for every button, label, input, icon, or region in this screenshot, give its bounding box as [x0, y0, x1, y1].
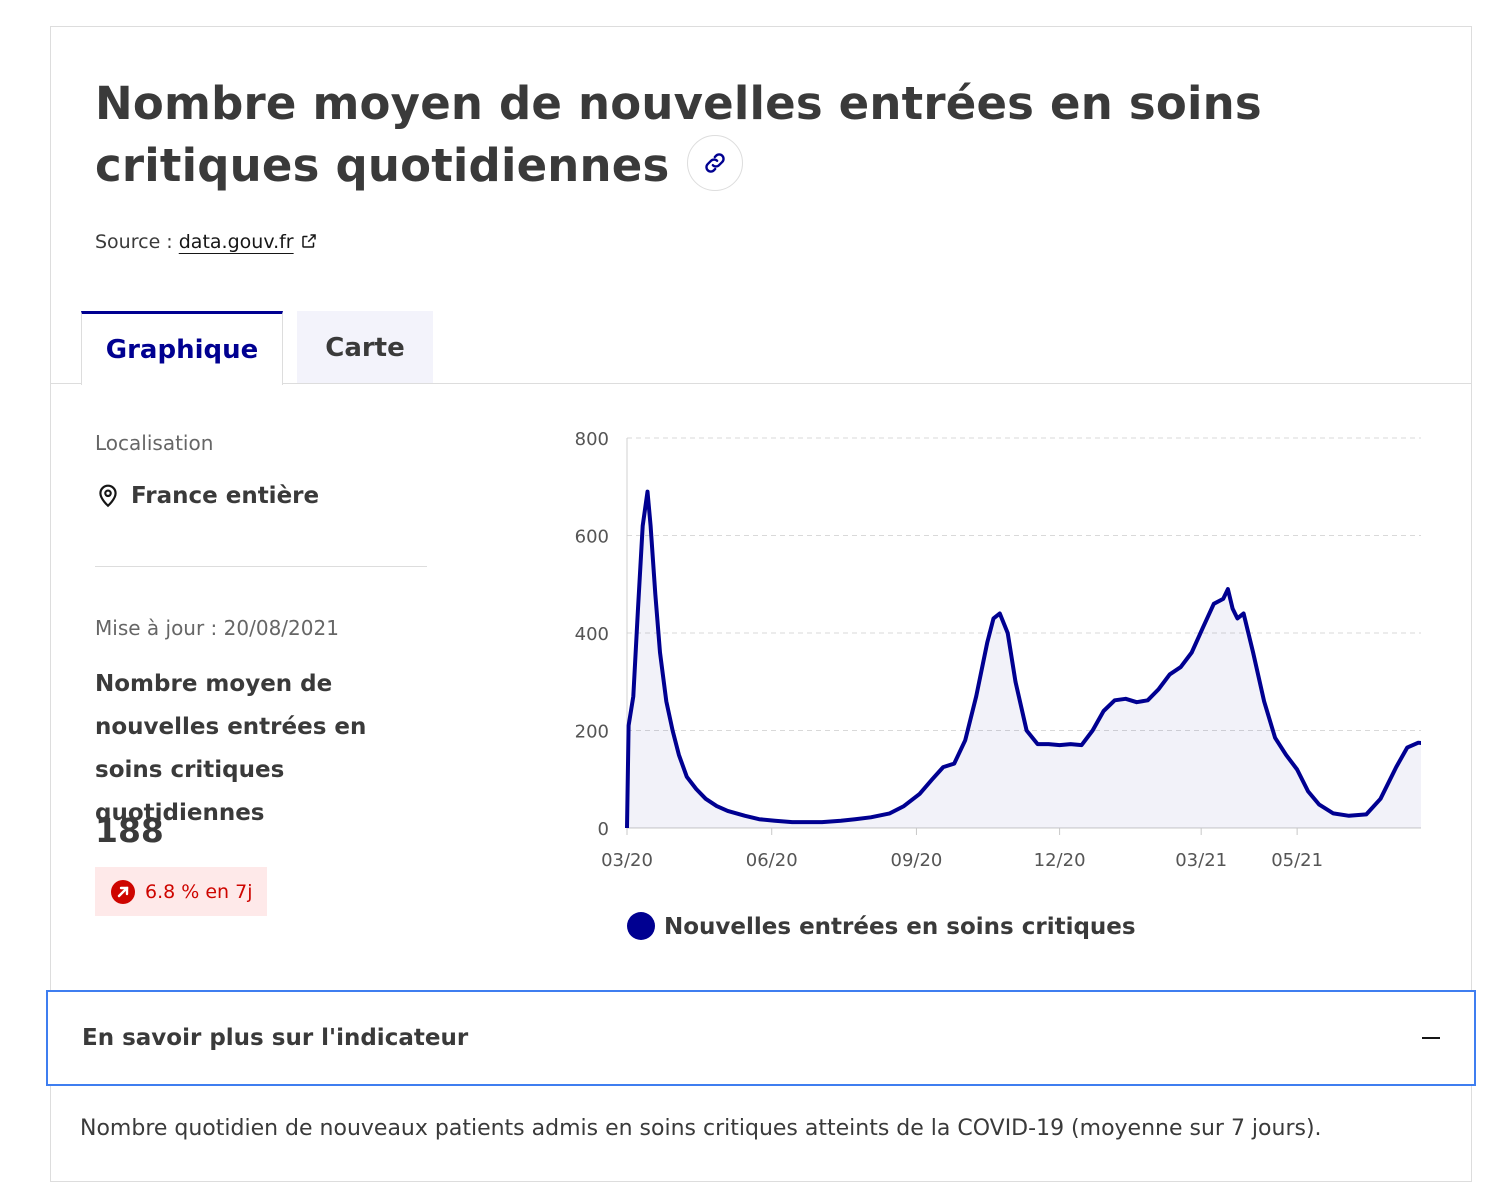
x-tick-label: 12/20 — [1034, 850, 1086, 871]
location-value[interactable]: France entière — [95, 483, 319, 509]
indicator-value: 188 — [95, 811, 164, 850]
minus-icon — [1422, 1037, 1440, 1039]
location-value-text: France entière — [131, 483, 320, 509]
source-link[interactable]: data.gouv.fr — [179, 231, 318, 253]
x-axis-ticks: 03/20 06/20 09/20 12/20 03/21 05/21 — [601, 828, 1323, 871]
trend-badge: 6.8 % en 7j — [95, 867, 267, 916]
y-tick-label: 800 — [575, 429, 609, 450]
legend-label: Nouvelles entrées en soins critiques — [664, 914, 1136, 940]
tab-graphique[interactable]: Graphique — [81, 311, 283, 385]
x-tick-label: 06/20 — [746, 850, 798, 871]
tab-carte[interactable]: Carte — [297, 311, 433, 384]
y-tick-label: 200 — [575, 722, 609, 743]
copy-link-button[interactable] — [687, 135, 744, 191]
accordion-header[interactable]: En savoir plus sur l'indicateur — [46, 990, 1476, 1086]
page-title: Nombre moyen de nouvelles entrées en soi… — [95, 73, 1435, 197]
y-tick-label: 0 — [598, 819, 609, 840]
tab-divider — [51, 383, 1471, 384]
x-tick-label: 05/21 — [1271, 850, 1323, 871]
accordion-title: En savoir plus sur l'indicateur — [82, 1025, 469, 1051]
external-link-icon — [301, 234, 316, 248]
y-tick-label: 400 — [575, 624, 609, 645]
map-pin-icon — [99, 484, 117, 508]
x-tick-label: 09/20 — [891, 850, 943, 871]
chart-grid — [626, 437, 1421, 829]
arrow-up-right-icon — [111, 879, 135, 904]
trend-text: 6.8 % en 7j — [145, 880, 253, 903]
indicator-name: Nombre moyen de nouvelles entrées en soi… — [95, 671, 367, 826]
legend-marker — [627, 912, 655, 940]
source-prefix: Source : — [95, 231, 173, 253]
tab-list: Graphique Carte — [81, 311, 433, 385]
series-area — [627, 491, 1421, 828]
indicator-card: Nombre moyen de nouvelles entrées en soi… — [50, 26, 1472, 1182]
source-line: Source : data.gouv.fr — [95, 231, 318, 253]
title-text: Nombre moyen de nouvelles entrées en soi… — [95, 77, 1262, 192]
link-icon — [705, 153, 726, 173]
chart-legend: Nouvelles entrées en soins critiques — [627, 912, 1136, 940]
x-tick-label: 03/20 — [601, 850, 653, 871]
sidebar-divider — [95, 566, 427, 567]
series-line — [625, 489, 1421, 829]
y-tick-label: 600 — [575, 527, 609, 548]
y-axis-ticks: 0 200 400 600 800 — [575, 429, 609, 840]
location-label: Localisation — [95, 431, 214, 455]
update-date: Mise à jour : 20/08/2021 — [95, 616, 339, 640]
accordion-content: Nombre quotidien de nouveaux patients ad… — [80, 1116, 1322, 1141]
x-tick-label: 03/21 — [1175, 850, 1227, 871]
source-link-text: data.gouv.fr — [178, 231, 294, 253]
